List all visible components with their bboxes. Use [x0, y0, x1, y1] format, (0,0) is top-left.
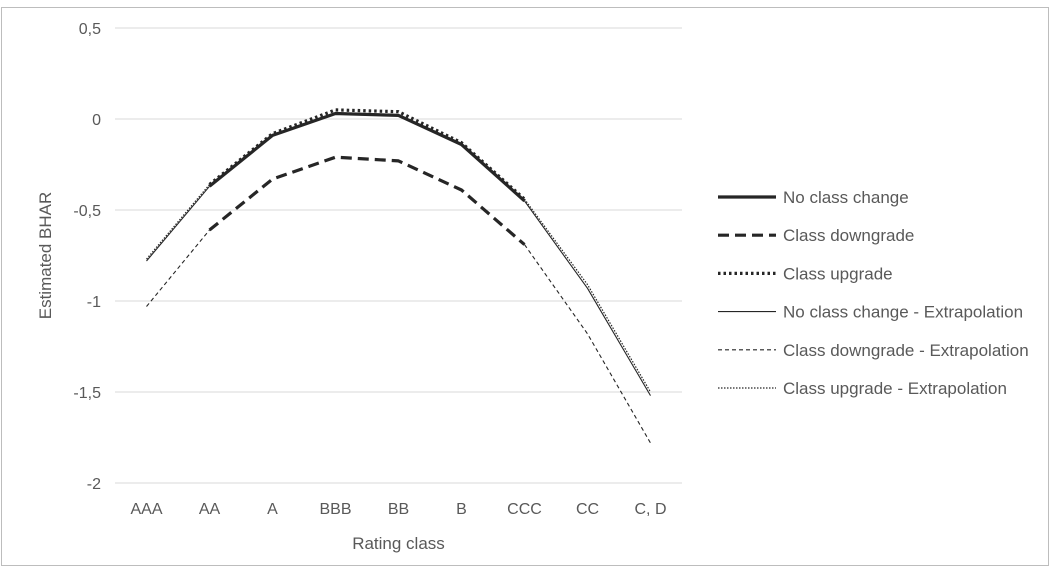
legend-label: Class downgrade [783, 226, 914, 245]
x-tick-label: BB [388, 501, 409, 518]
y-tick-label: -1,5 [73, 385, 101, 402]
y-axis-title: Estimated BHAR [36, 192, 55, 320]
y-tick-label: -0,5 [73, 203, 101, 220]
x-tick-label: CCC [507, 501, 542, 518]
series-line [146, 185, 210, 262]
legend-label: Class downgrade - Extrapolation [783, 341, 1029, 360]
x-tick-label: AA [199, 501, 221, 518]
legend: No class change Class downgrade Class upgr… [718, 188, 1029, 398]
series-line [524, 198, 652, 393]
y-tick-label: 0 [92, 112, 101, 129]
series-line [146, 229, 210, 307]
chart-frame [1, 7, 1049, 566]
series-line [146, 184, 210, 260]
y-axis-ticks: 0,5 0 -0,5 -1 -1,5 -2 [73, 21, 101, 493]
x-axis-ticks: AAA AA A BBB BB B CCC CC C, D [130, 501, 666, 518]
x-axis-title: Rating class [352, 534, 445, 553]
y-tick-label: -1 [87, 294, 101, 311]
x-tick-label: B [456, 501, 467, 518]
y-tick-label: -2 [87, 476, 101, 493]
series-line [524, 244, 651, 444]
x-tick-label: BBB [319, 501, 351, 518]
series-line [208, 108, 526, 201]
x-tick-label: C, D [635, 501, 667, 518]
series-lines [146, 108, 652, 444]
series-line [208, 155, 526, 246]
series-line [524, 200, 651, 396]
legend-label: No class change [783, 188, 909, 207]
y-tick-label: 0,5 [79, 21, 101, 38]
gridlines [115, 27, 682, 484]
legend-label: No class change - Extrapolation [783, 303, 1023, 322]
legend-label: Class upgrade [783, 264, 893, 283]
x-tick-label: CC [576, 501, 599, 518]
legend-label: Class upgrade - Extrapolation [783, 379, 1007, 398]
x-tick-label: AAA [130, 501, 162, 518]
x-tick-label: A [267, 501, 278, 518]
